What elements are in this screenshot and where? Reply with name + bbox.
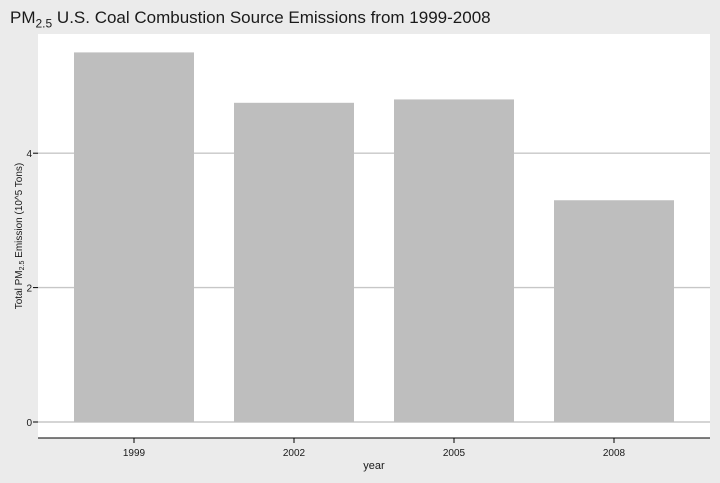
y-tick-label: 0 xyxy=(26,418,32,429)
chart-title-prefix: PM xyxy=(10,8,36,27)
y-axis-label: Total PM2.5 Emission (10^5 Tons) xyxy=(14,163,26,310)
y-tick-label: 4 xyxy=(26,149,32,160)
x-axis-label: year xyxy=(363,460,385,472)
bar-2002 xyxy=(234,102,354,423)
x-tick-label: 2005 xyxy=(443,448,466,459)
chart-title-rest: U.S. Coal Combustion Source Emissions fr… xyxy=(52,8,491,27)
y-axis-label-subscript: 2.5 xyxy=(19,261,26,271)
chart-title-subscript: 2.5 xyxy=(35,16,53,31)
bar-2008 xyxy=(554,200,674,422)
bar-1999 xyxy=(74,52,194,423)
y-axis-label-prefix: Total PM xyxy=(14,270,25,309)
bar-2005 xyxy=(394,99,514,422)
x-tick-label: 2008 xyxy=(603,448,626,459)
y-axis-label-rest: Emission (10^5 Tons) xyxy=(14,163,25,261)
y-tick-label: 2 xyxy=(26,284,32,295)
x-tick-label: 1999 xyxy=(123,448,146,459)
x-tick-label: 2002 xyxy=(283,448,306,459)
chart-title: PM2.5 U.S. Coal Combustion Source Emissi… xyxy=(10,8,491,30)
